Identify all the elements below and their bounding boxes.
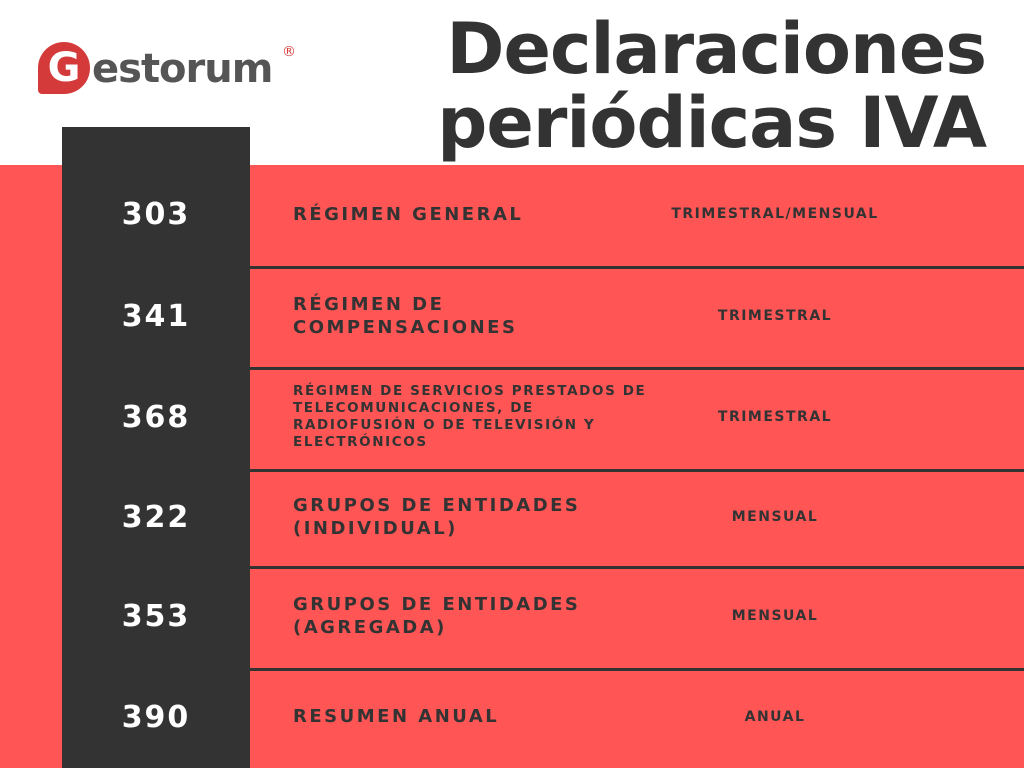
row-frequency: ANUAL <box>744 708 806 725</box>
logo-text: estorum <box>92 46 273 92</box>
row-name: GRUPOS DE ENTIDADES (AGREGADA) <box>293 594 581 638</box>
title: Declaraciones <box>446 8 987 90</box>
row-code: 353 <box>121 599 191 634</box>
row-code: 303 <box>121 197 191 232</box>
logo-initial: G <box>38 42 90 94</box>
row-frequency: TRIMESTRAL <box>717 307 833 324</box>
row-name: RÉGIMEN DE SERVICIOS PRESTADOS DE TELECO… <box>293 383 647 450</box>
row-separator <box>250 468 1024 472</box>
row-separator <box>250 366 1024 370</box>
row-frequency: TRIMESTRAL/MENSUAL <box>671 206 879 222</box>
row-frequency: TRIMESTRAL <box>717 409 833 425</box>
logo-mark: ® <box>282 44 296 60</box>
title: periódicas IVA <box>437 82 987 164</box>
row-code: 322 <box>121 499 191 535</box>
row-separator <box>250 265 1024 269</box>
row-name: RESUMEN ANUAL <box>293 706 500 727</box>
row-code: 390 <box>121 699 191 735</box>
row-name: RÉGIMEN DE COMPENSACIONES <box>293 293 518 338</box>
row-name: GRUPOS DE ENTIDADES (INDIVIDUAL) <box>293 494 581 539</box>
row-code: 341 <box>121 298 191 334</box>
logo: G estorum ® <box>38 42 298 102</box>
row-frequency: MENSUAL <box>731 608 819 624</box>
row-separator <box>250 565 1024 569</box>
row-code: 368 <box>121 400 191 435</box>
code-column <box>62 127 250 768</box>
row-frequency: MENSUAL <box>731 508 819 525</box>
row-separator <box>250 667 1024 671</box>
row-name: RÉGIMEN GENERAL <box>293 203 524 225</box>
